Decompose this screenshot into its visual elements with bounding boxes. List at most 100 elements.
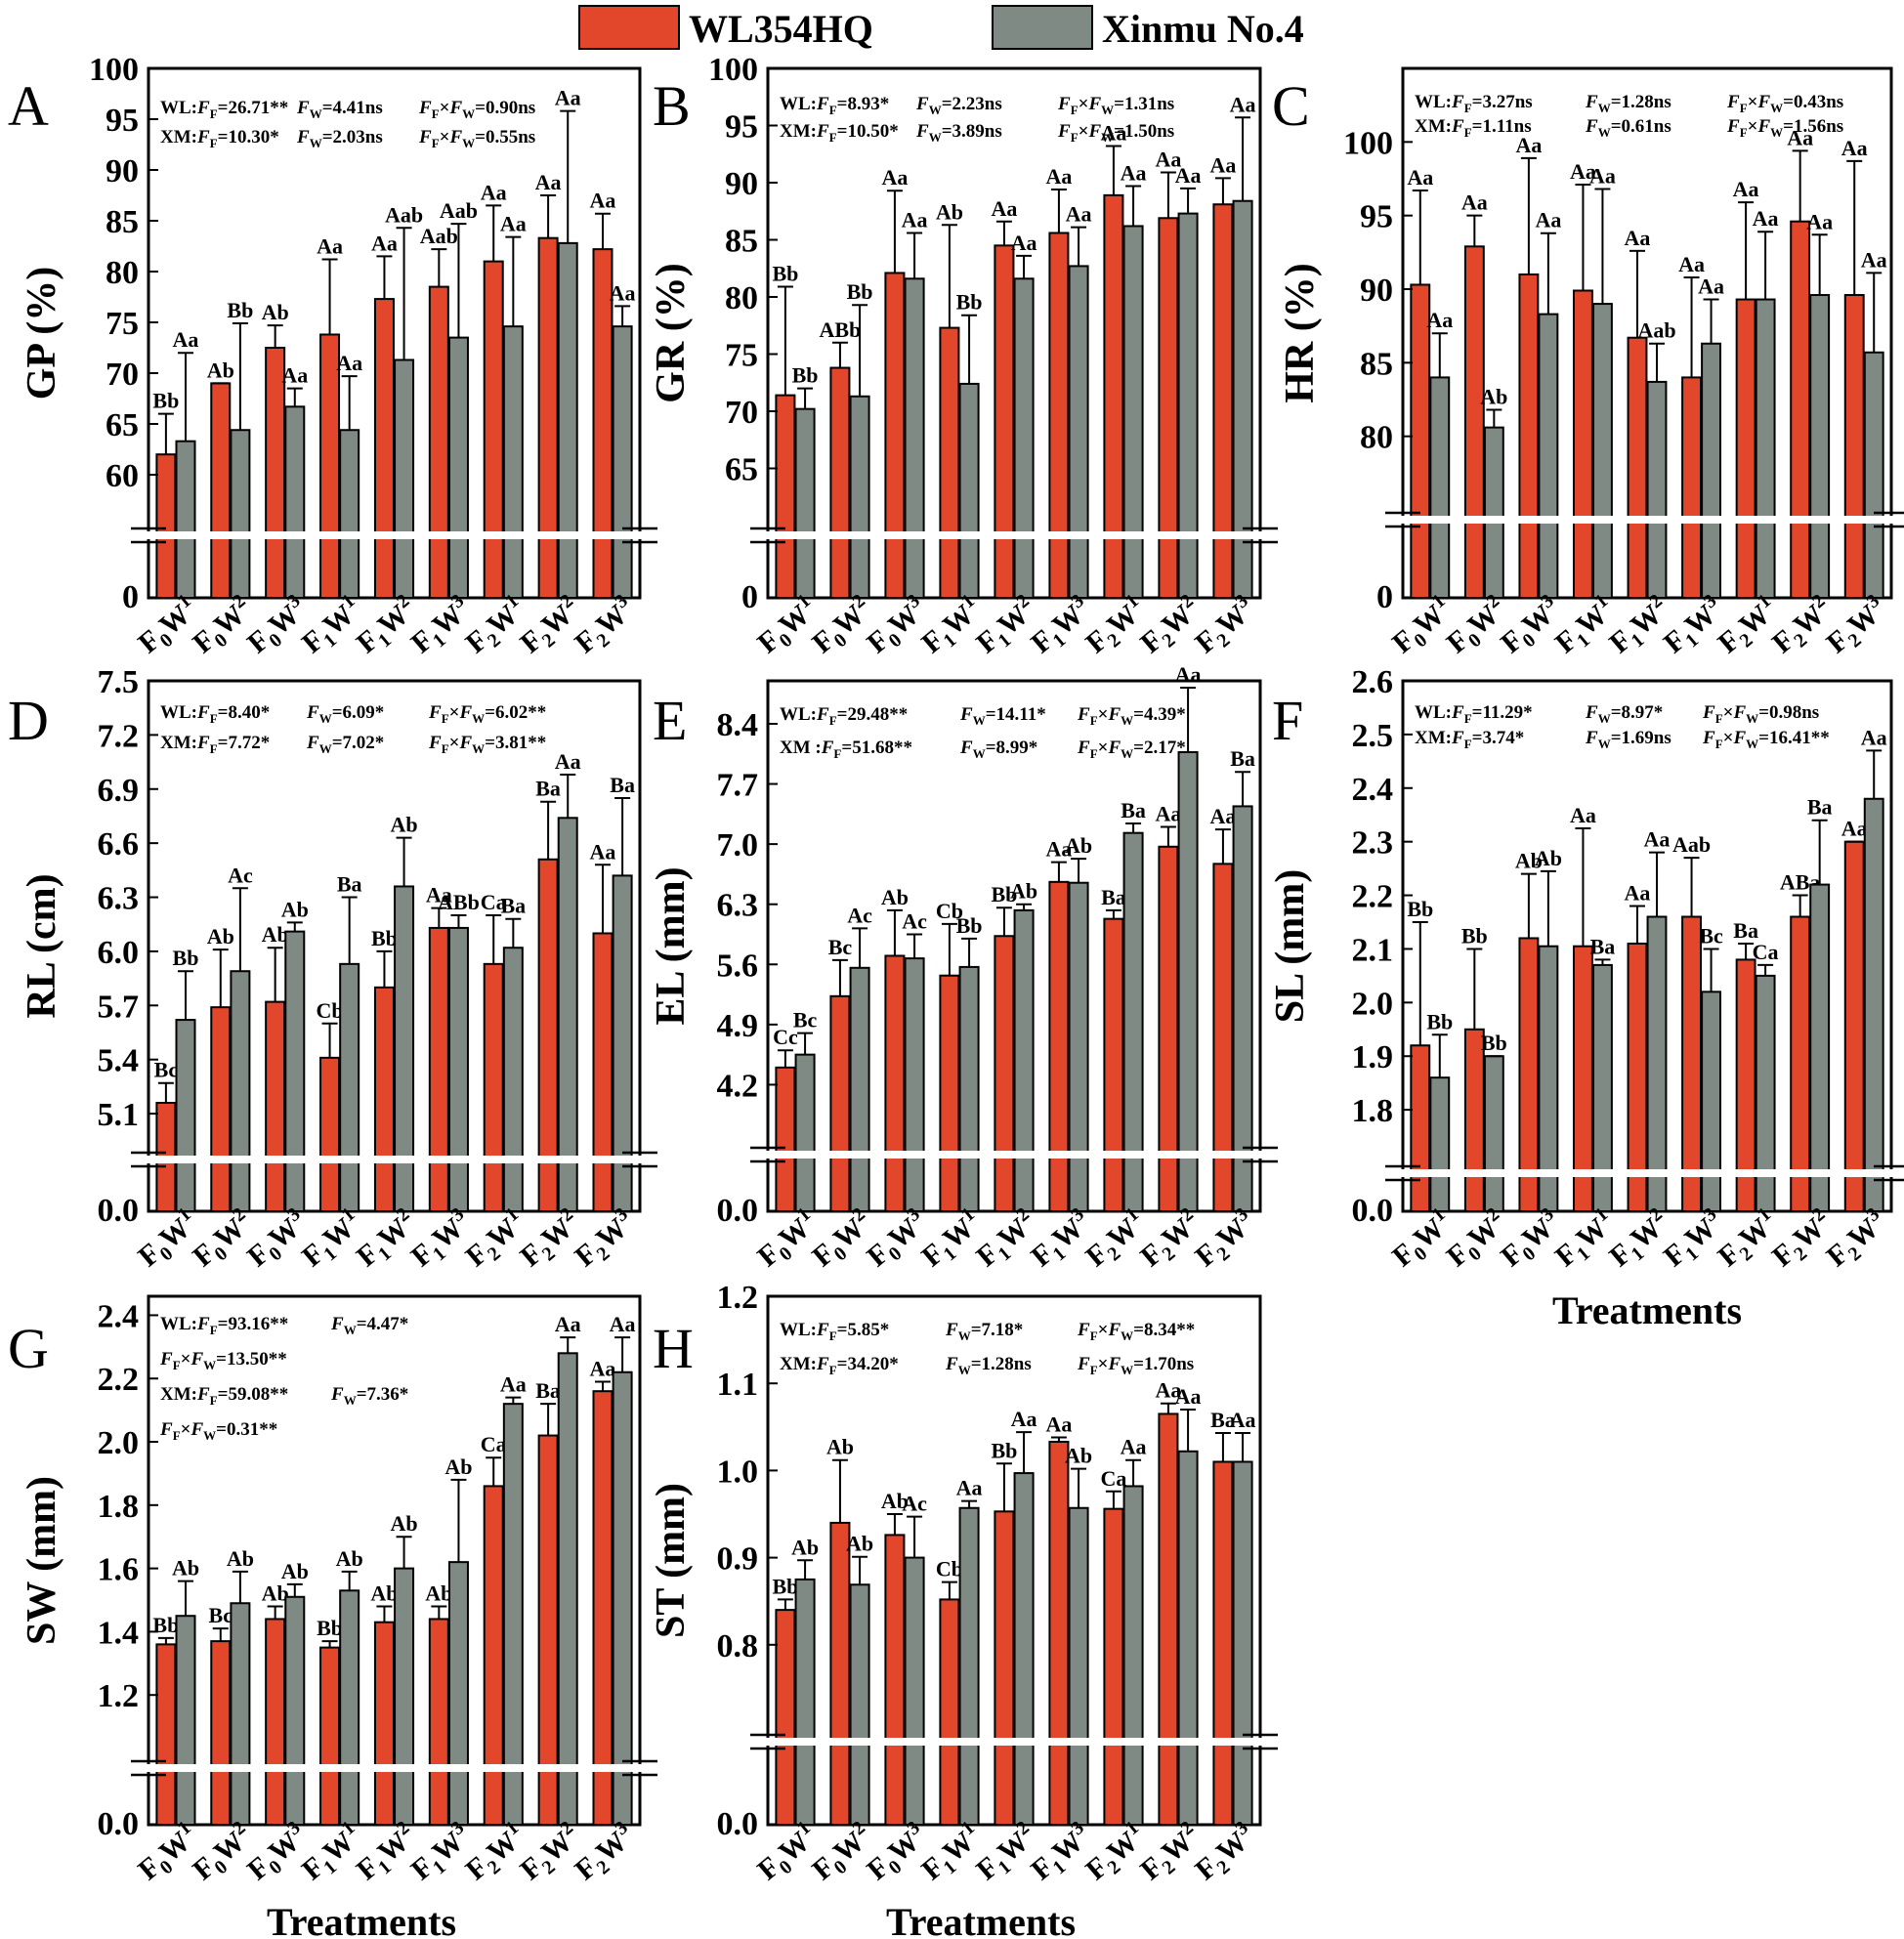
bar-xm-F0W3: [904, 957, 925, 1212]
bar-xm-F2W2: [1809, 294, 1831, 599]
y-tick-label: 80: [106, 255, 139, 291]
significance-label: Aa: [590, 189, 616, 213]
significance-label: Aa: [1155, 1378, 1181, 1403]
bar-xm-F2W1: [1122, 1485, 1144, 1827]
significance-label: Ab: [207, 924, 234, 948]
significance-label: Ba: [610, 773, 635, 797]
significance-label: Ab: [936, 199, 963, 224]
bar-xm-F2W3: [612, 325, 633, 599]
y-tick-label: 1.8: [1352, 1093, 1394, 1129]
bar-xm-F0W1: [1429, 1076, 1451, 1212]
bar-xm-F0W3: [904, 1556, 925, 1826]
y-axis-label: SL (mm): [1268, 869, 1313, 1024]
x-tick-label-F2W3: F2W3: [1819, 590, 1896, 663]
y-tick-label: 0.8: [717, 1628, 759, 1665]
significance-label: Bb: [772, 261, 798, 285]
significance-label: Ca: [481, 1432, 507, 1456]
bar-xm-F0W2: [230, 970, 251, 1212]
significance-label: Aa: [1515, 133, 1542, 157]
significance-label: Bc: [793, 1008, 818, 1033]
bar-wl-F0W3: [265, 1618, 286, 1826]
stat-line-1: XM:FF=10.50* FW=3.89ns FF×FW=1.50ns: [780, 121, 1174, 145]
significance-label: Aa: [1861, 247, 1887, 272]
y-tick-label: 0.9: [717, 1541, 759, 1578]
bar-xm-F2W1: [1122, 225, 1144, 600]
significance-label: Aa: [481, 180, 507, 204]
significance-label: Ba: [1807, 795, 1833, 820]
significance-label: Bb: [956, 290, 983, 315]
axis-break-band: [750, 1151, 1278, 1159]
bar-xm-F2W1: [502, 1403, 524, 1826]
stat-line-1: FF×FW=13.50**: [159, 1349, 287, 1372]
y-tick-label: 95: [1360, 199, 1393, 235]
y-tick-label: 4.2: [717, 1068, 759, 1104]
stat-line-0: WL:FF=8.40* FW=6.09* FF×FW=6.02**: [160, 702, 546, 726]
y-tick-label: 2.2: [1352, 879, 1394, 915]
panel-letter: H: [653, 1317, 694, 1380]
bar-wl-F1W1: [1573, 289, 1593, 599]
significance-label: Ba: [337, 872, 362, 897]
significance-label: Bb: [1481, 1031, 1507, 1055]
significance-label: Aa: [1155, 802, 1181, 826]
bar-wl-F0W1: [155, 453, 177, 600]
significance-label: Aa: [590, 1356, 616, 1380]
y-tick-label: 2.0: [98, 1425, 140, 1461]
bar-xm-F1W2: [1646, 915, 1668, 1212]
stat-line-0: WL:FF=26.71** FW=4.41ns FF×FW=0.90ns: [160, 98, 535, 121]
axis-break-band: [131, 1156, 657, 1163]
significance-label: Aa: [317, 234, 343, 259]
y-tick-label: 65: [725, 452, 758, 488]
bar-wl-F2W2: [1790, 220, 1811, 599]
y-axis-label: GR (%): [649, 263, 694, 402]
significance-label: Ab: [370, 1581, 398, 1605]
bar-wl-F1W3: [428, 926, 449, 1213]
significance-label: Aa: [1426, 308, 1453, 332]
bar-xm-F1W3: [1068, 881, 1089, 1212]
significance-label: Aa: [1570, 159, 1596, 184]
y-tick-label: 6.0: [98, 935, 140, 971]
bar-wl-F0W1: [155, 1643, 177, 1827]
bar-wl-F2W2: [1158, 217, 1179, 600]
significance-label: Aa: [1589, 164, 1616, 189]
bar-wl-F0W3: [884, 1534, 906, 1826]
y-tick-label: 6.3: [98, 881, 140, 917]
stat-line-1: XM:FF=3.74* FW=1.69ns FF×FW=16.41**: [1415, 728, 1830, 751]
y-tick-label: 1.4: [98, 1615, 140, 1651]
significance-label: Ac: [228, 863, 253, 887]
bar-wl-F2W3: [1212, 863, 1234, 1212]
bar-xm-F2W2: [1177, 1450, 1199, 1826]
bar-wl-F1W3: [428, 1618, 449, 1826]
bar-xm-F1W3: [447, 1561, 469, 1826]
significance-label: Ca: [1753, 940, 1779, 964]
y-tick-label: 7.0: [717, 827, 759, 864]
y-tick-label: 1.2: [98, 1678, 140, 1714]
bar-xm-F1W3: [1068, 1506, 1089, 1826]
y-tick-label: 1.1: [717, 1367, 759, 1403]
x-tick-label-F2W2: F2W2: [1764, 590, 1841, 663]
bar-wl-F1W3: [428, 285, 449, 599]
bar-xm-F2W2: [1177, 212, 1199, 599]
bar-wl-F2W3: [592, 932, 614, 1212]
stat-line-0: WL:FF=93.16** FW=4.47*: [160, 1314, 408, 1337]
axis-break-band: [1385, 516, 1904, 524]
panel-letter: F: [1272, 689, 1303, 752]
bar-wl-F2W3: [592, 1390, 614, 1826]
significance-label: Ab: [1515, 849, 1543, 873]
significance-label: Aab: [440, 198, 478, 223]
y-tick-label-zero: 0.0: [98, 1193, 140, 1229]
significance-label: Aa: [1644, 827, 1671, 852]
significance-label: Ab: [881, 885, 909, 909]
significance-label: Aa: [1121, 161, 1147, 186]
significance-label: Aa: [1678, 252, 1705, 276]
x-tick-label-F2W3: F2W3: [567, 1817, 644, 1890]
stat-line-0: WL:FF=29.48** FW=14.11* FF×FW=4.39*: [780, 704, 1186, 728]
significance-label: Cc: [773, 1025, 798, 1049]
significance-label: Bc: [154, 1058, 179, 1082]
y-tick-label: 95: [106, 103, 139, 139]
significance-label: Ba: [1210, 1408, 1236, 1432]
significance-label: Ba: [1733, 918, 1758, 943]
bar-xm-F1W1: [958, 382, 980, 600]
significance-label: Cb: [316, 998, 343, 1023]
bar-xm-F2W3: [612, 1370, 633, 1826]
